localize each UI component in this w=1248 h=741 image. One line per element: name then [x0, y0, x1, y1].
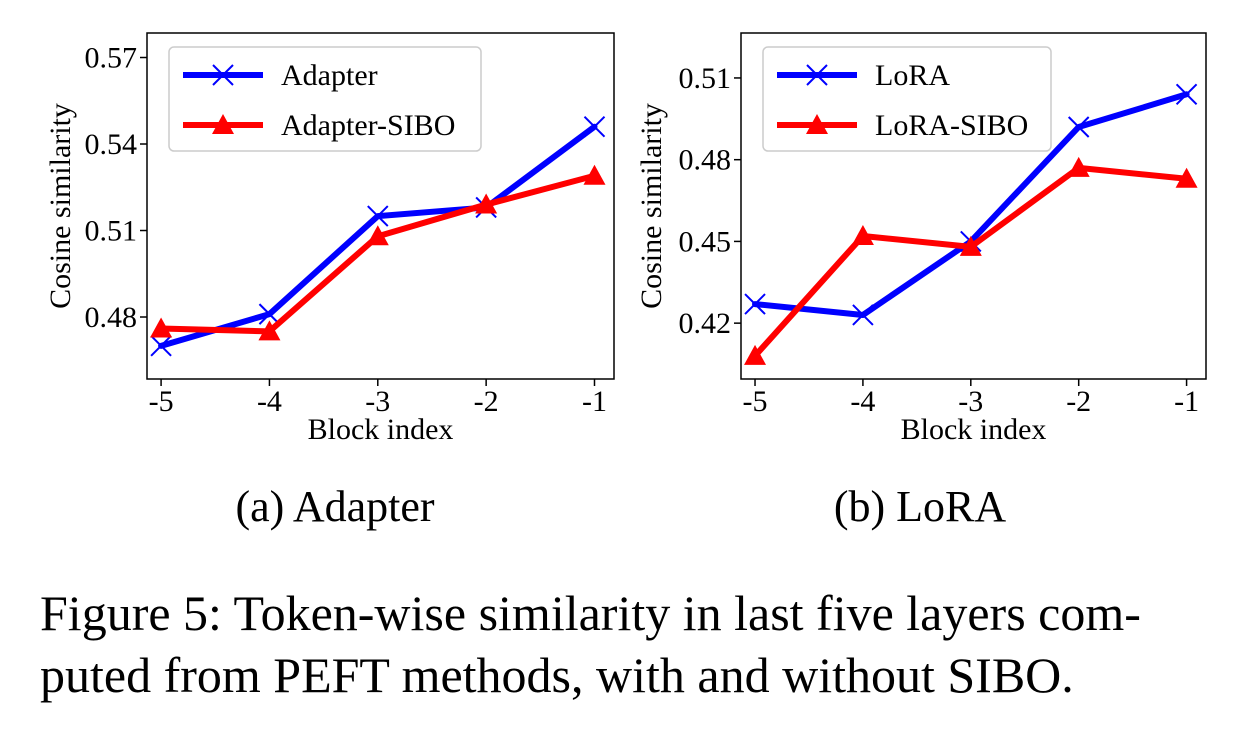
y-axis-label: Cosine similarity: [635, 103, 668, 309]
x-tick-label: -2: [474, 385, 499, 418]
legend-marker: [212, 64, 234, 86]
data-point: [367, 205, 389, 227]
legend-marker: [806, 64, 828, 86]
plot-frame: [146, 32, 615, 380]
legend-label: LoRA-SIBO: [875, 109, 1028, 142]
y-tick-label: 0.48: [679, 144, 732, 177]
data-point: [258, 303, 281, 325]
legend-label: Adapter: [281, 59, 378, 92]
data-point: [583, 116, 606, 138]
data-point: [959, 235, 982, 256]
x-tick-label: -3: [958, 385, 983, 418]
x-tick-label: -4: [850, 385, 875, 418]
subfigure-caption: (a) Adapter: [235, 482, 434, 531]
x-axis-label: Block index: [308, 413, 454, 446]
data-point: [1175, 167, 1198, 188]
caption-line-2: puted from PEFT methods, with and withou…: [40, 647, 1074, 703]
caption-line-1: Figure 5: Token-wise similarity in last …: [40, 585, 1141, 641]
legend-label: LoRA: [875, 59, 950, 92]
x-tick-label: -2: [1066, 385, 1091, 418]
y-tick-label: 0.57: [85, 42, 138, 75]
y-tick-label: 0.51: [85, 215, 138, 248]
y-tick-label: 0.48: [85, 301, 138, 334]
x-tick-label: -5: [743, 385, 768, 418]
data-point: [744, 344, 767, 365]
data-point: [852, 304, 874, 326]
data-point: [150, 317, 173, 338]
data-point: [366, 225, 389, 246]
figure-caption: Figure 5: Token-wise similarity in last …: [40, 582, 1220, 706]
series-line: [752, 164, 1190, 359]
legend-marker: [806, 114, 828, 134]
x-tick-label: -4: [257, 385, 282, 418]
data-point: [851, 224, 874, 245]
data-point: [583, 164, 606, 185]
subfigure-caption: (b) LoRA: [834, 482, 1007, 531]
y-tick-label: 0.45: [679, 225, 732, 258]
x-tick-label: -1: [582, 385, 607, 418]
chart-lora: -5 -4 -3 -2 -1 0.42 0.45 0.48 0.51 Block index Cos…: [635, 32, 1207, 531]
data-point: [150, 335, 172, 357]
legend-label: Adapter-SIBO: [281, 109, 455, 142]
x-tick-label: -5: [149, 385, 174, 418]
legend-marker: [212, 114, 234, 134]
data-point: [1067, 116, 1090, 138]
data-point: [1067, 156, 1090, 177]
chart-adapter: -5 -4 -3 -2 -1 0.48 0.51 0.54 0.57 Block index Cos…: [44, 32, 615, 531]
y-axis-label: Cosine similarity: [44, 103, 77, 309]
data-point: [1175, 83, 1198, 106]
figure: -5 -4 -3 -2 -1 0.48 0.51 0.54 0.57 Block index Cos…: [44, 32, 1207, 531]
data-point: [744, 293, 766, 315]
series-line: [158, 172, 598, 335]
data-point: [258, 320, 281, 341]
x-tick-label: -3: [365, 385, 390, 418]
y-tick-label: 0.54: [85, 128, 138, 161]
data-point: [475, 193, 498, 214]
y-tick-label: 0.51: [679, 62, 732, 95]
x-tick-label: -1: [1174, 385, 1199, 418]
y-tick-label: 0.42: [679, 307, 732, 340]
x-axis-label: Block index: [901, 413, 1047, 446]
plot-frame: [740, 32, 1207, 380]
